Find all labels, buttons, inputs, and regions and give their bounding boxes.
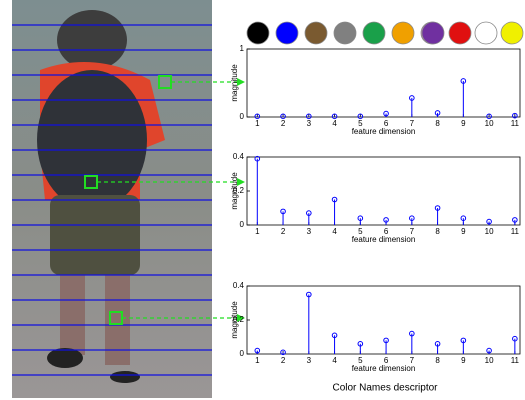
x-tick-label: 2 (281, 119, 286, 128)
figure: Color Names descriptor 011234567891011fe… (0, 0, 525, 400)
x-tick-label: 3 (307, 119, 312, 128)
x-tick-label: 4 (332, 356, 337, 365)
x-tick-label: 8 (435, 119, 440, 128)
x-tick-label: 1 (255, 227, 260, 236)
x-axis-label: feature dimension (352, 127, 416, 136)
y-tick-label: 0 (240, 112, 245, 121)
axes-box (247, 286, 520, 354)
x-axis-label: feature dimension (352, 235, 416, 244)
x-tick-label: 9 (461, 356, 466, 365)
x-axis-label: feature dimension (352, 364, 416, 373)
x-tick-label: 9 (461, 227, 466, 236)
photo (12, 0, 245, 398)
x-tick-label: 3 (307, 227, 312, 236)
x-tick-label: 9 (461, 119, 466, 128)
x-tick-label: 10 (485, 119, 494, 128)
axes-box (247, 49, 520, 117)
swatch (501, 22, 523, 44)
x-tick-label: 4 (332, 227, 337, 236)
x-tick-label: 8 (435, 227, 440, 236)
y-axis-label: magnitude (230, 172, 239, 210)
x-tick-label: 2 (281, 356, 286, 365)
y-axis-label: magnitude (230, 301, 239, 339)
x-tick-label: 8 (435, 356, 440, 365)
x-tick-label: 11 (511, 356, 520, 365)
y-tick-label: 1 (240, 44, 245, 53)
y-axis-label: magnitude (230, 64, 239, 102)
y-tick-label: 0.4 (233, 281, 245, 290)
y-tick-label: 0 (240, 220, 245, 229)
x-tick-label: 2 (281, 227, 286, 236)
color-swatches (247, 22, 523, 44)
x-tick-label: 1 (255, 119, 260, 128)
axes-box (247, 157, 520, 225)
y-tick-label: 0.4 (233, 152, 245, 161)
x-tick-label: 4 (332, 119, 337, 128)
caption: Color Names descriptor (332, 383, 438, 394)
x-tick-label: 11 (511, 119, 520, 128)
y-tick-label: 0 (240, 349, 245, 358)
swatch (475, 22, 497, 44)
x-tick-label: 11 (511, 227, 520, 236)
x-tick-label: 1 (255, 356, 260, 365)
x-tick-label: 3 (307, 356, 312, 365)
x-tick-label: 10 (485, 227, 494, 236)
x-tick-label: 10 (485, 356, 494, 365)
